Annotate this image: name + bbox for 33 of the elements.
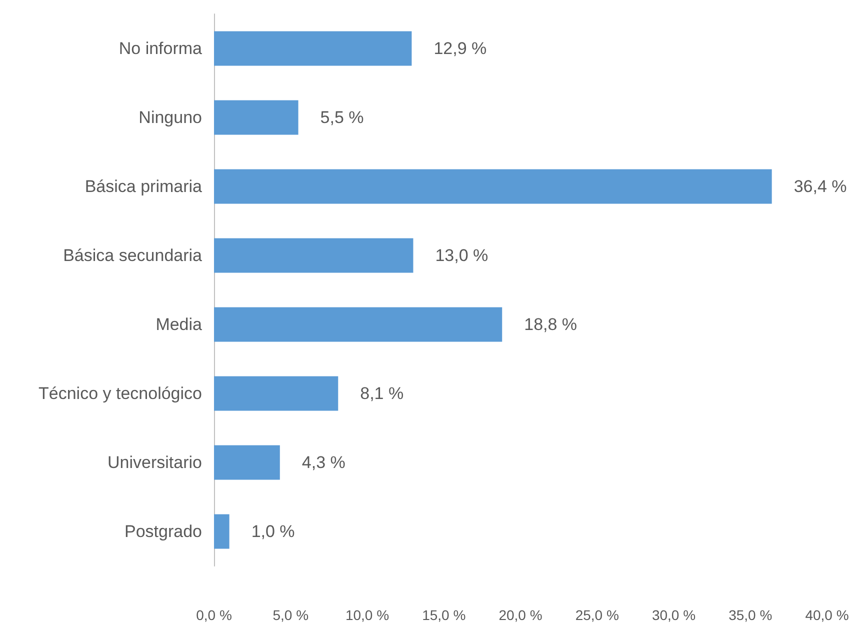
bar — [214, 376, 338, 411]
y-tick-label: Técnico y tecnológico — [38, 384, 202, 403]
bar — [214, 100, 298, 135]
data-label: 36,4 % — [794, 177, 847, 196]
y-tick-label: No informa — [118, 39, 203, 58]
y-tick-label: Básica primaria — [84, 177, 203, 196]
data-label: 18,8 % — [524, 315, 578, 334]
x-tick-label: 10,0 % — [345, 607, 390, 623]
data-label: 4,3 % — [302, 453, 346, 472]
x-tick-label: 20,0 % — [498, 607, 542, 623]
bar — [214, 31, 412, 66]
y-tick-label: Postgrado — [124, 522, 202, 541]
data-label: 8,1 % — [360, 384, 404, 403]
bar — [214, 514, 230, 549]
y-tick-label: Ninguno — [138, 108, 202, 127]
bar — [214, 307, 502, 342]
bar — [214, 445, 280, 480]
x-tick-label: 15,0 % — [422, 607, 466, 623]
data-label: 1,0 % — [251, 522, 295, 541]
x-tick-label: 40,0 % — [805, 607, 849, 623]
data-label: 13,0 % — [435, 246, 488, 265]
x-tick-label: 5,0 % — [272, 607, 309, 623]
y-tick-label: Universitario — [108, 453, 202, 472]
bar — [214, 238, 414, 273]
y-tick-label: Básica secundaria — [63, 246, 203, 265]
x-tick-label: 25,0 % — [575, 607, 619, 623]
x-tick-label: 30,0 % — [652, 607, 696, 623]
data-label: 12,9 % — [434, 39, 487, 58]
x-tick-label: 35,0 % — [728, 607, 772, 623]
y-tick-label: Media — [156, 315, 203, 334]
bar — [214, 169, 772, 204]
data-label: 5,5 % — [320, 108, 364, 127]
x-tick-label: 0,0 % — [196, 607, 232, 623]
